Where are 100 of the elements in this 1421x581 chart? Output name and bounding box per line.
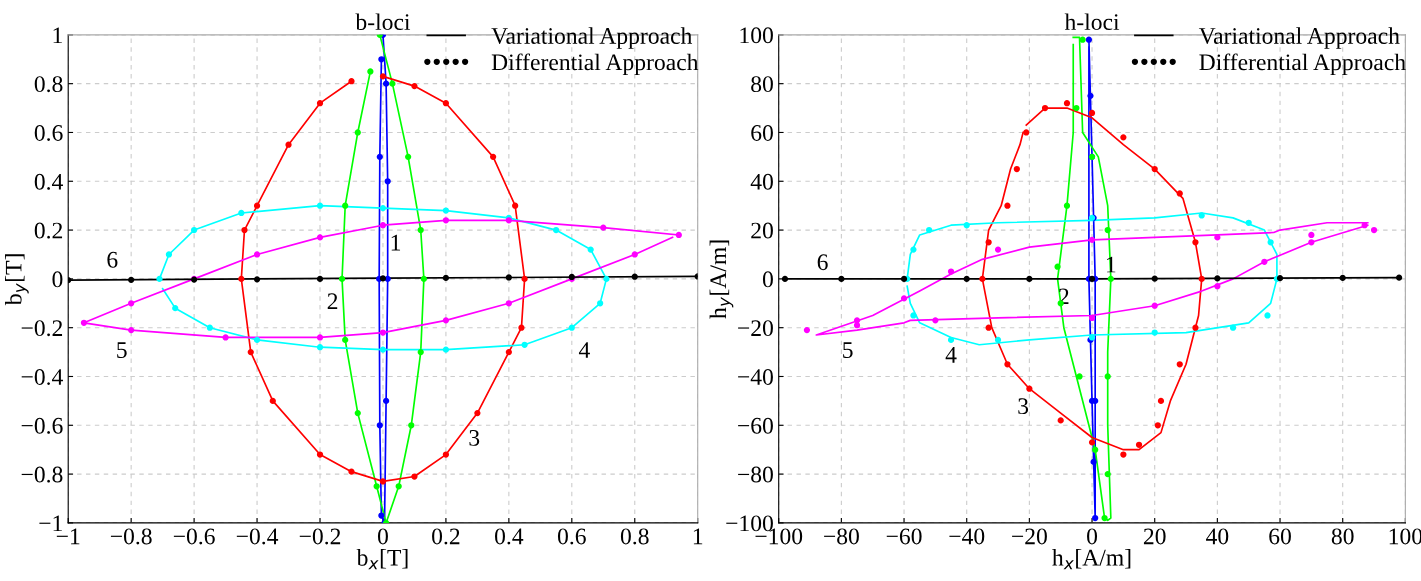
point [1088, 236, 1096, 243]
point [379, 478, 387, 485]
point [1151, 275, 1158, 282]
chart-title: b-loci [355, 13, 411, 31]
point [316, 275, 324, 283]
x-tick-label: 0.4 [495, 528, 524, 545]
point [505, 348, 512, 356]
point [1013, 165, 1020, 173]
point [1214, 275, 1221, 282]
point [411, 82, 418, 90]
y-tick-label: 80 [751, 76, 773, 93]
point [521, 341, 528, 348]
y-tick-label: 0.4 [34, 173, 63, 190]
point [417, 226, 424, 234]
point [348, 468, 355, 475]
point [376, 153, 383, 160]
x-tick-label: −60 [886, 528, 922, 545]
point [206, 324, 213, 331]
point [1054, 263, 1061, 270]
point [1308, 231, 1315, 239]
point [1104, 226, 1111, 234]
legend-label: Variational Approach [1198, 27, 1400, 49]
point [631, 273, 638, 280]
y-tick-label: 0 [52, 271, 63, 288]
point [247, 348, 254, 356]
point [442, 207, 450, 214]
point [1092, 514, 1099, 522]
point [1073, 104, 1080, 112]
point [1087, 92, 1094, 99]
y-tick-label: 0.2 [34, 222, 63, 239]
point [518, 324, 525, 331]
point [316, 234, 324, 241]
point [1176, 190, 1183, 197]
point [1198, 212, 1205, 219]
point [603, 275, 610, 283]
point [269, 397, 276, 405]
y-axis-title: h$_{y}$[A/m] [709, 240, 734, 319]
point [316, 344, 324, 351]
point [587, 246, 594, 253]
chart-title: h-loci [1064, 13, 1120, 31]
point [994, 336, 1002, 344]
legend-label: Differential Approach [491, 53, 699, 76]
point [367, 68, 374, 75]
x-tick-label: 60 [1269, 528, 1291, 545]
point [1395, 274, 1403, 281]
point [1104, 373, 1111, 380]
point [379, 204, 387, 212]
point [675, 231, 682, 239]
point [1004, 361, 1011, 368]
point [373, 483, 380, 490]
point [253, 251, 261, 258]
point [925, 226, 933, 234]
point [1214, 283, 1221, 290]
point [568, 324, 575, 331]
y-tick-label: 40 [750, 173, 773, 190]
x-axis-title: b$_{x}$[T] [356, 549, 408, 570]
point [316, 334, 324, 341]
point [442, 317, 450, 324]
annotation: 2 [327, 293, 338, 309]
point [128, 327, 135, 334]
point [378, 512, 385, 519]
point [1101, 514, 1108, 522]
point [1229, 324, 1237, 331]
point [190, 226, 198, 234]
point [316, 100, 324, 107]
point [316, 202, 324, 209]
point [379, 73, 387, 80]
point [1192, 239, 1199, 246]
y-tick-label: 0.6 [34, 124, 63, 141]
x-tick-label: −40 [949, 528, 985, 545]
x-tick-label: −0.8 [110, 528, 152, 545]
x-axis-title: h$_{x}$[A/m] [1052, 549, 1131, 570]
point [389, 80, 396, 87]
annotation: 3 [469, 429, 480, 446]
y-tick-label: 0.8 [34, 76, 63, 93]
y-tick-label: 1 [53, 27, 62, 44]
point [1026, 385, 1033, 392]
point [1104, 470, 1111, 478]
x-tick-label: 80 [1331, 528, 1354, 545]
y-tick-label: 60 [751, 124, 773, 141]
point [1004, 202, 1011, 209]
point [408, 422, 415, 429]
point [354, 409, 361, 417]
legend-label: Variational Approach [491, 27, 693, 49]
annotation: 4 [945, 347, 957, 363]
point [405, 153, 412, 160]
point [1090, 458, 1097, 466]
y-tick-label: −0.2 [21, 320, 63, 337]
point [1151, 165, 1158, 173]
point [963, 275, 970, 283]
point [80, 319, 88, 326]
point [1085, 36, 1093, 43]
point [395, 483, 402, 490]
annotation: 5 [843, 342, 853, 358]
point [490, 153, 497, 160]
point [1041, 104, 1049, 112]
point [979, 275, 986, 283]
point [384, 178, 391, 185]
y-tick-label: −80 [738, 466, 773, 483]
point [947, 268, 955, 275]
